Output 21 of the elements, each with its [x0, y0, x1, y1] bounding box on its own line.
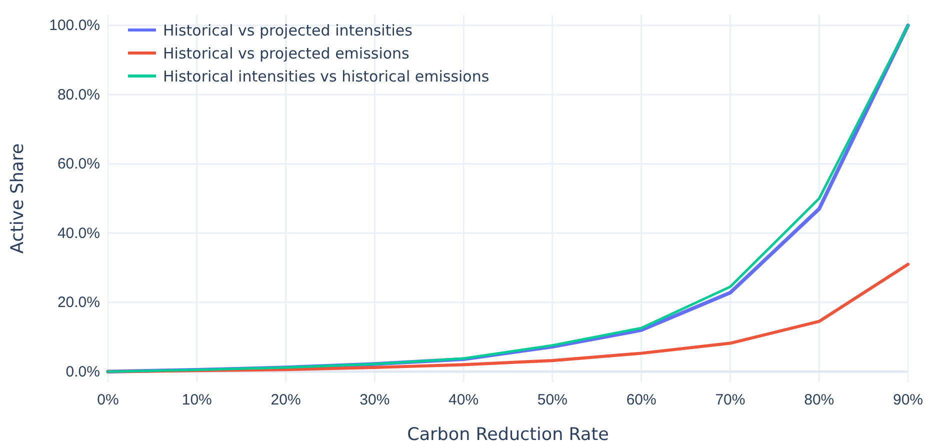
y-tick-label: 40.0% — [57, 224, 100, 242]
x-tick-label: 90% — [892, 392, 924, 409]
x-axis-title: Carbon Reduction Rate — [407, 425, 609, 442]
x-tick-label: 10% — [182, 392, 212, 409]
legend-label: Historical vs projected emissions — [163, 44, 410, 62]
y-tick-label: 100.0% — [49, 17, 100, 34]
x-tick-label: 70% — [715, 392, 746, 409]
x-tick-label: 80% — [804, 392, 834, 409]
legend-label: Historical intensities vs historical emissions — [163, 67, 490, 86]
x-tick-label: 60% — [626, 392, 656, 409]
x-tick-label: 50% — [537, 392, 568, 409]
x-tick-label: 40% — [448, 392, 479, 409]
x-tick-label: 0% — [97, 392, 119, 409]
y-tick-label: 0.0% — [66, 363, 100, 380]
x-tick-label: 20% — [270, 392, 301, 409]
y-tick-label: 80.0% — [57, 86, 100, 104]
y-axis-title: Active Share — [8, 143, 28, 254]
x-tick-label: 30% — [360, 392, 390, 409]
y-tick-label: 20.0% — [57, 294, 100, 312]
legend-label: Historical vs projected intensities — [163, 21, 413, 40]
y-tick-label: 60.0% — [57, 156, 100, 173]
